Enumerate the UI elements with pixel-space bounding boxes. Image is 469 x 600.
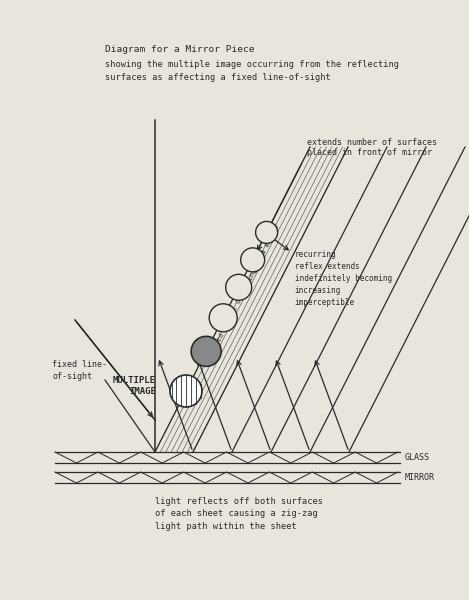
Circle shape <box>170 375 202 407</box>
Circle shape <box>256 221 278 244</box>
Text: MULTIPLE
IMAGE: MULTIPLE IMAGE <box>113 376 156 397</box>
Text: GLASS: GLASS <box>405 453 430 462</box>
Circle shape <box>209 304 237 332</box>
Text: showing the multiple image occurring from the reflecting
surfaces as affecting a: showing the multiple image occurring fro… <box>105 60 399 82</box>
Text: fixed line-
of-sight: fixed line- of-sight <box>52 360 107 381</box>
Circle shape <box>241 248 265 272</box>
Circle shape <box>191 337 221 367</box>
Text: Diagram for a Mirror Piece: Diagram for a Mirror Piece <box>105 45 255 54</box>
Text: MIRROR: MIRROR <box>405 473 435 482</box>
Text: impaired reflex occurring from mirror: impaired reflex occurring from mirror <box>204 222 281 365</box>
Text: light reflects off both surfaces
of each sheet causing a zig-zag
light path with: light reflects off both surfaces of each… <box>155 497 323 531</box>
Text: extends number of surfaces
placed in front of mirror: extends number of surfaces placed in fro… <box>307 138 437 157</box>
Circle shape <box>226 274 252 300</box>
Text: recurring
reflex extends
indefinitely becoming
increasing
imperceptible: recurring reflex extends indefinitely be… <box>295 250 392 307</box>
